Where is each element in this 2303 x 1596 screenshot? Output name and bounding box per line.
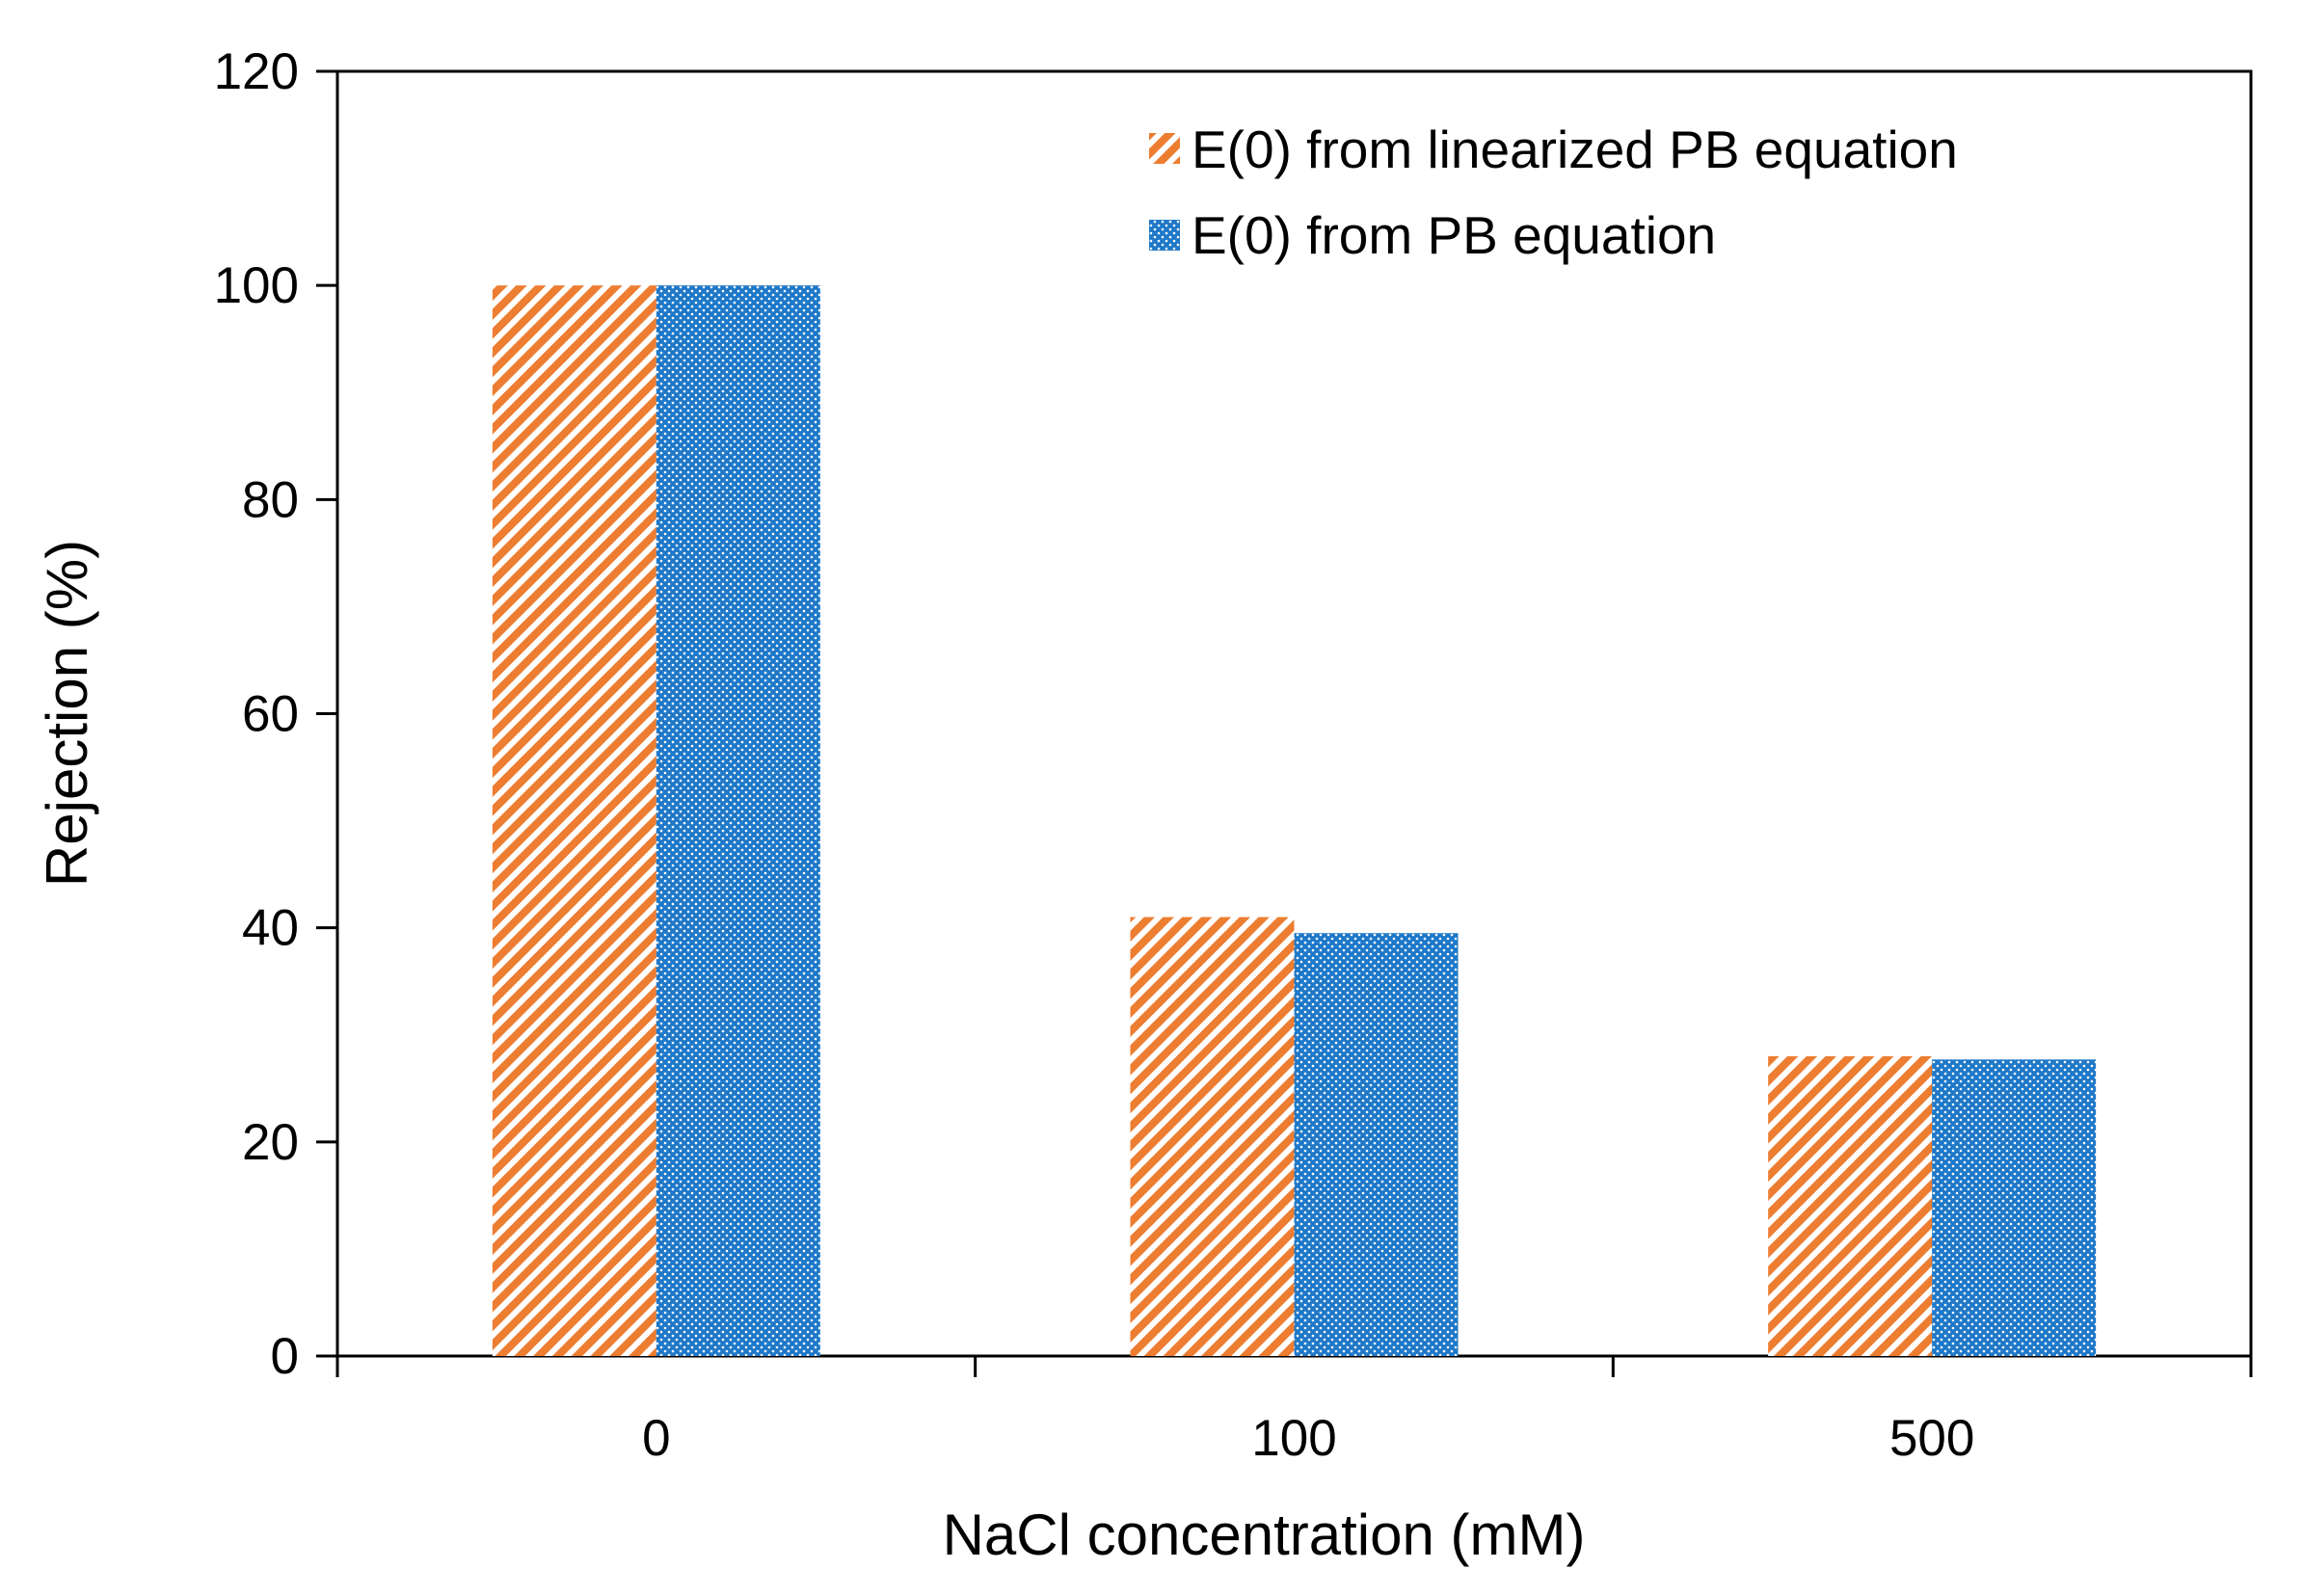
x-tick-label: 0 <box>642 1410 670 1467</box>
y-axis-title: Rejection (%) <box>35 540 99 887</box>
bar-series2-100 <box>1294 933 1459 1356</box>
bar-series2-0 <box>656 285 820 1357</box>
y-tick-label: 80 <box>242 471 299 528</box>
bar-series2-500 <box>1932 1059 2097 1356</box>
legend-swatch-linearized-pb <box>1149 133 1180 164</box>
x-axis: 0 100 500 <box>335 1356 2253 1467</box>
bar-series1-500 <box>1768 1055 1933 1356</box>
y-tick-label: 100 <box>214 257 299 314</box>
y-axis: 0 20 40 60 80 100 120 <box>214 43 337 1385</box>
bar-series1-100 <box>1130 917 1295 1356</box>
legend-label-pb: E(0) from PB equation <box>1192 205 1716 265</box>
y-tick-label: 20 <box>242 1114 299 1171</box>
x-tick-label: 500 <box>1889 1410 1974 1467</box>
y-tick-label: 120 <box>214 43 299 100</box>
x-axis-title: NaCl concentration (mM) <box>943 1503 1586 1567</box>
bars-group <box>492 285 2097 1357</box>
y-tick-label: 0 <box>271 1328 299 1385</box>
x-tick-label: 100 <box>1251 1410 1336 1467</box>
y-tick-label: 60 <box>242 686 299 743</box>
legend: E(0) from linearized PB equation E(0) fr… <box>1149 120 1958 265</box>
legend-label-linearized-pb: E(0) from linearized PB equation <box>1192 120 1958 179</box>
y-tick-label: 40 <box>242 900 299 957</box>
legend-swatch-pb <box>1149 220 1180 251</box>
bar-series1-0 <box>492 285 656 1357</box>
